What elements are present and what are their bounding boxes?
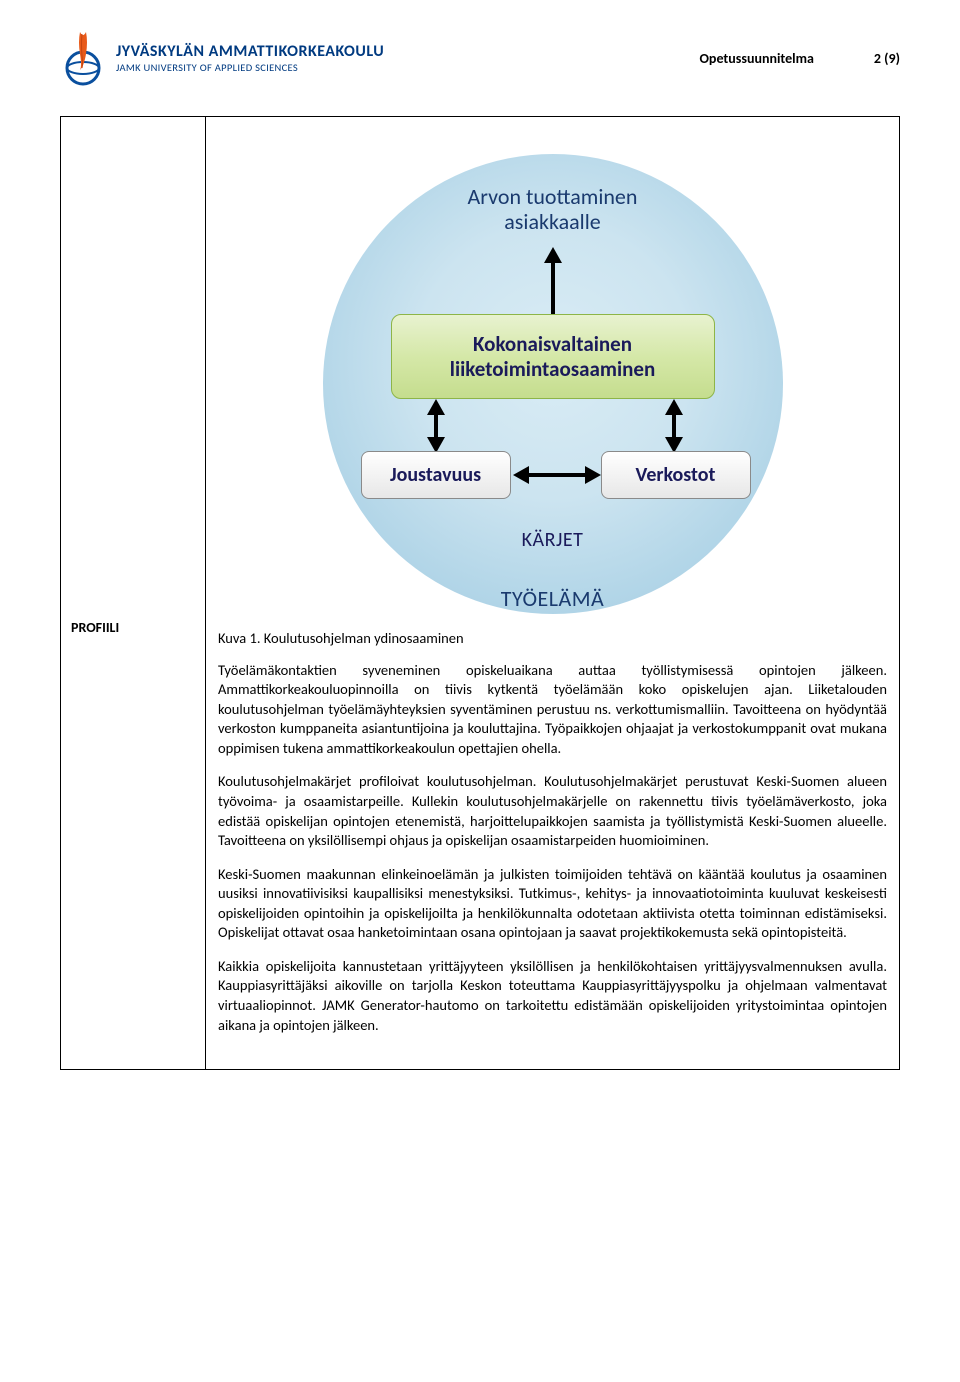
profiili-label: PROFIILI [71, 619, 195, 636]
logo-sub-text: JAMK UNIVERSITY OF APPLIED SCIENCES [116, 61, 384, 74]
arrow-horiz-right [585, 466, 601, 484]
tyoelama-label: TYÖELÄMÄ [273, 584, 833, 614]
arrow-up-head [544, 247, 562, 263]
logo-text: JYVÄSKYLÄN AMMATTIKORKEAKOULU JAMK UNIVE… [116, 42, 384, 74]
arrow-right-vert-up [665, 399, 683, 415]
top-label-line2: asiakkaalle [504, 208, 600, 235]
arrow-left-vert-shaft [434, 414, 438, 438]
center-line2: liiketoimintaosaaminen [450, 356, 655, 382]
logo-main-text: JYVÄSKYLÄN AMMATTIKORKEAKOULU [116, 42, 384, 61]
arrow-up-shaft [551, 262, 555, 314]
diagram-container: Arvon tuottaminen asiakkaalle Kokonaisva… [218, 129, 887, 619]
arrow-horiz-shaft [529, 473, 585, 477]
arrow-right-vert-shaft [672, 414, 676, 438]
diagram-right-box: Verkostot [601, 451, 751, 499]
right-box-text: Verkostot [636, 462, 716, 489]
page-number: 2 (9) [874, 50, 900, 67]
page-header: JYVÄSKYLÄN AMMATTIKORKEAKOULU JAMK UNIVE… [60, 30, 900, 86]
paragraph-4: Kaikkia opiskelijoita kannustetaan yritt… [218, 957, 887, 1035]
header-title: Opetussuunnitelma [699, 50, 813, 67]
logo-block: JYVÄSKYLÄN AMMATTIKORKEAKOULU JAMK UNIVE… [60, 30, 384, 86]
arrow-left-vert-up [427, 399, 445, 415]
top-label-line1: Arvon tuottaminen [468, 183, 638, 210]
diagram-center-box: Kokonaisvaltainen liiketoimintaosaaminen [391, 314, 715, 399]
right-column: Arvon tuottaminen asiakkaalle Kokonaisva… [206, 117, 899, 1069]
center-line1: Kokonaisvaltainen [473, 331, 632, 357]
jamk-logo-icon [60, 30, 106, 86]
paragraph-2: Koulutusohjelmakärjet profiloivat koulut… [218, 772, 887, 850]
paragraph-3: Keski-Suomen maakunnan elinkeinoelämän j… [218, 865, 887, 943]
left-column: PROFIILI [61, 117, 206, 1069]
diagram-left-box: Joustavuus [361, 451, 511, 499]
diagram-top-label: Arvon tuottaminen asiakkaalle [273, 184, 833, 235]
left-box-text: Joustavuus [390, 462, 481, 489]
content-row: PROFIILI Arvon tuottaminen asiakkaalle K… [60, 116, 900, 1070]
header-right: Opetussuunnitelma 2 (9) [699, 50, 900, 67]
figure-caption: Kuva 1. Koulutusohjelman ydinosaaminen [218, 629, 887, 649]
karjet-label: KÄRJET [273, 527, 833, 554]
concept-diagram: Arvon tuottaminen asiakkaalle Kokonaisva… [273, 129, 833, 619]
arrow-horiz-left [513, 466, 529, 484]
page: JYVÄSKYLÄN AMMATTIKORKEAKOULU JAMK UNIVE… [0, 0, 960, 1110]
paragraph-1: Työelämäkontaktien syveneminen opiskelua… [218, 661, 887, 759]
